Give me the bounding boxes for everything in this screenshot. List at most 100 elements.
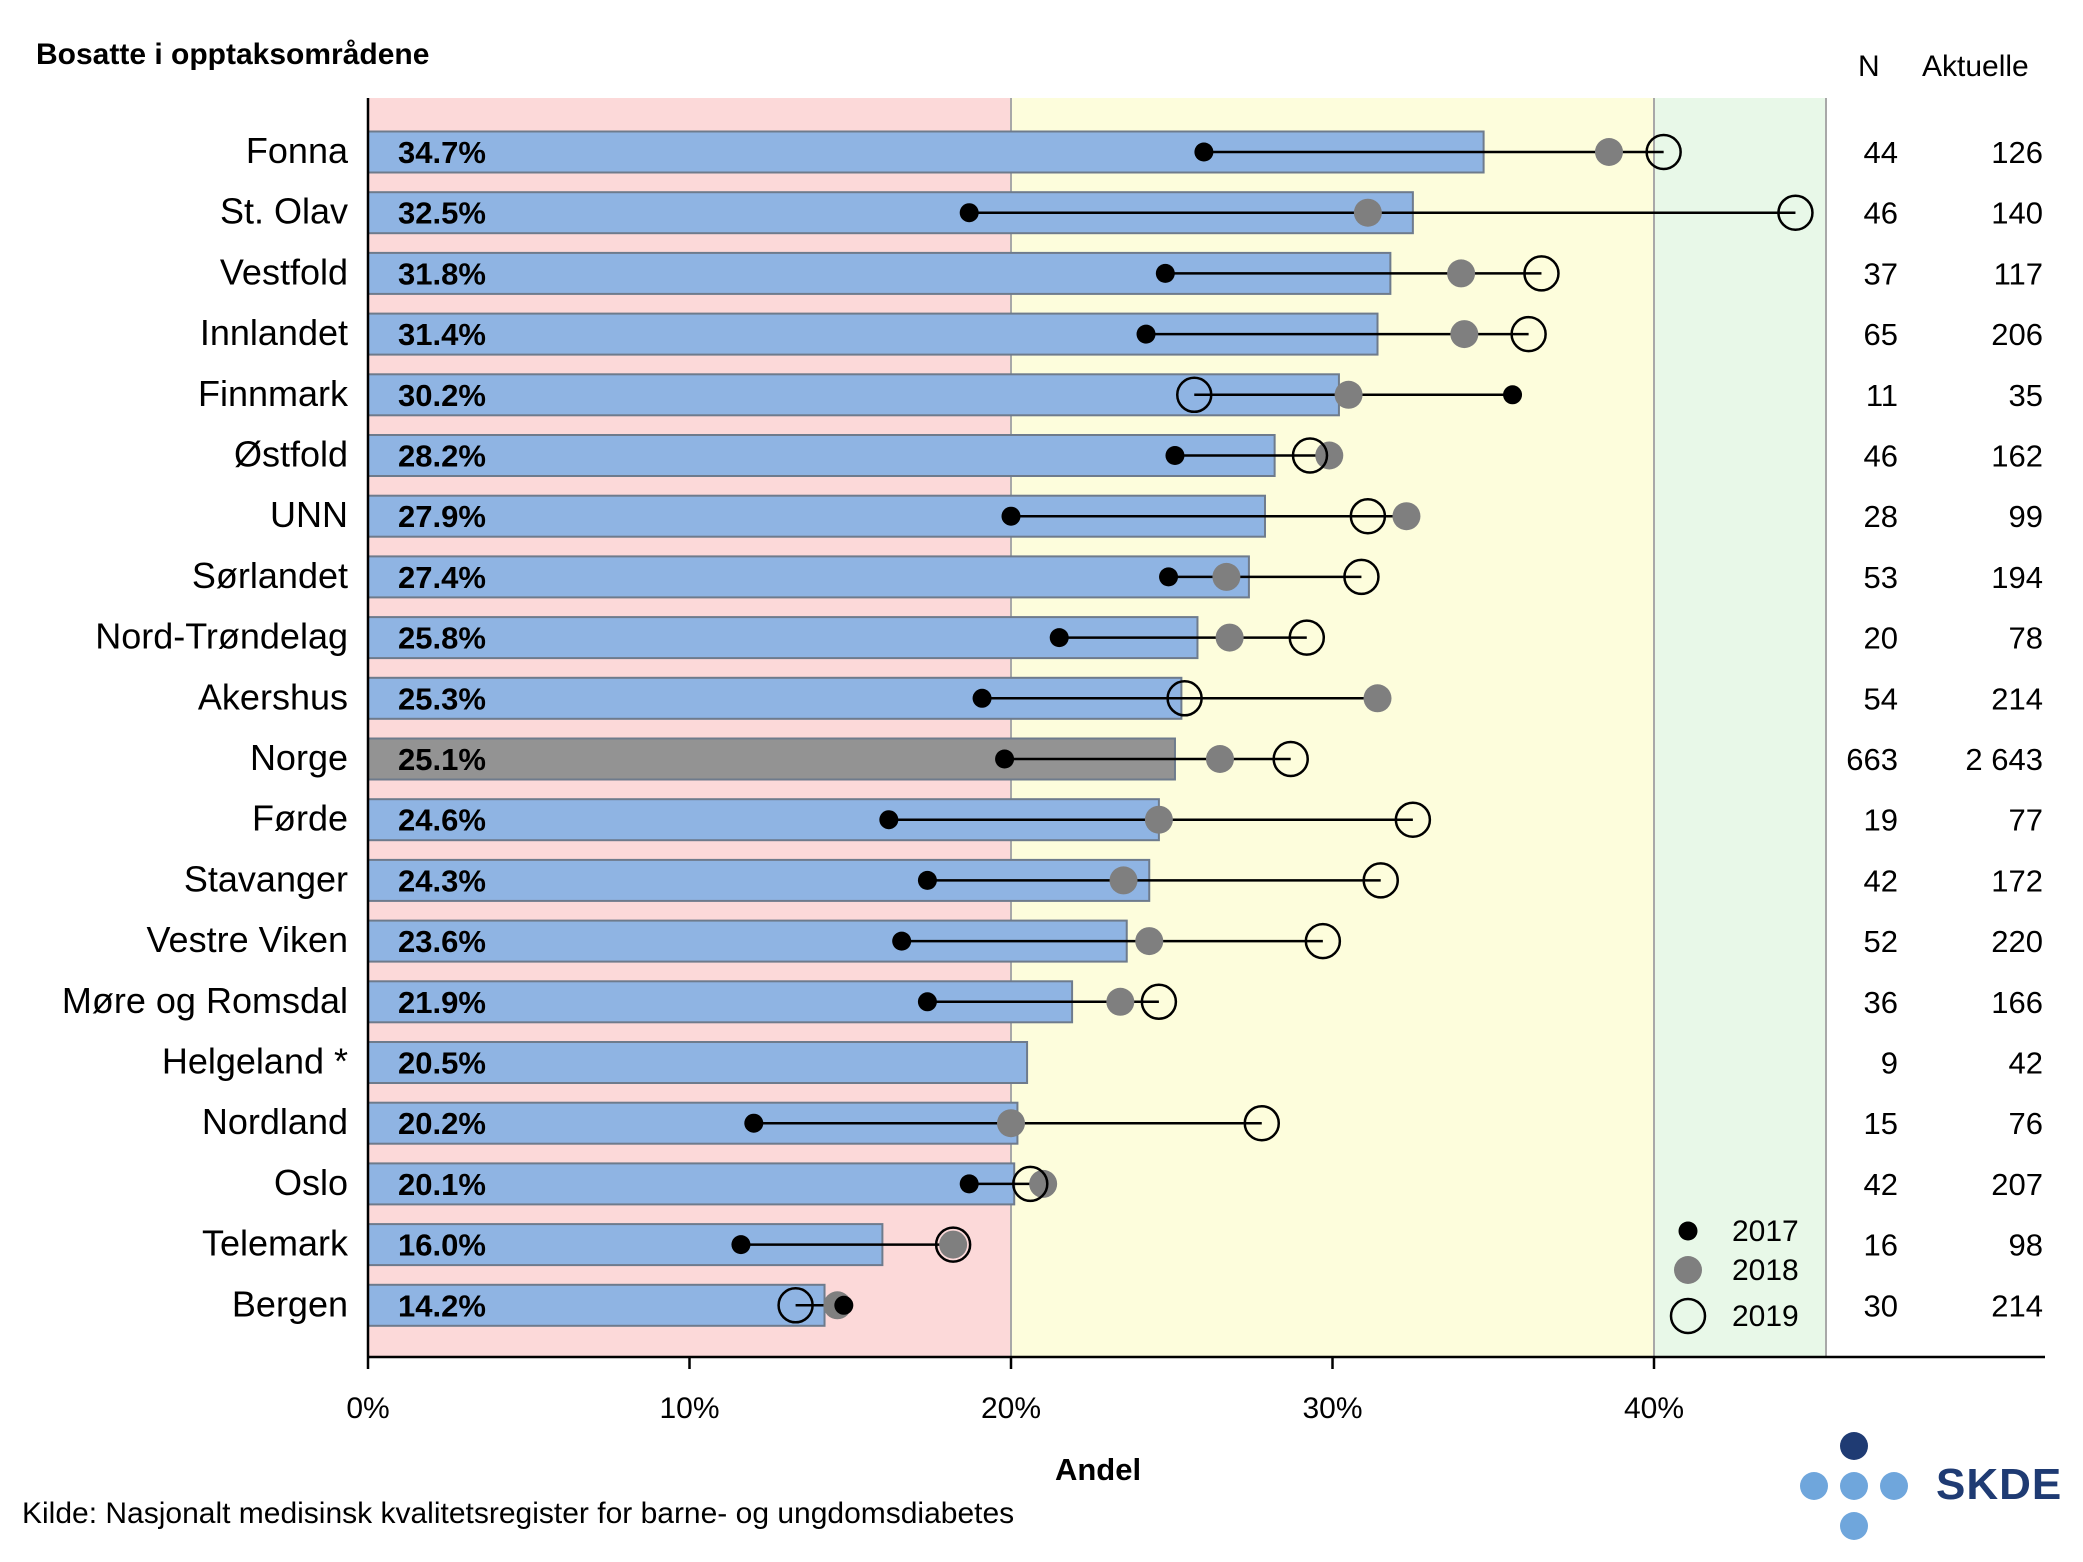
point-2017-nordland <box>744 1113 764 1133</box>
bar-label-nord-trøndelag: 25.8% <box>398 621 486 656</box>
point-2018-østfold <box>1315 441 1344 470</box>
point-2017-stavanger <box>917 870 937 890</box>
point-2018-oslo <box>1029 1169 1058 1198</box>
legend-label-2017: 2017 <box>1732 1215 1799 1248</box>
n-value-stavanger: 42 <box>1864 863 1898 898</box>
bar-label-førde: 24.6% <box>398 803 486 838</box>
category-label-fonna: Fonna <box>246 130 349 171</box>
column-header-n: N <box>1858 50 1880 83</box>
n-value-norge: 663 <box>1846 742 1898 777</box>
bar-label-norge: 25.1% <box>398 742 486 777</box>
point-2018-norge <box>1205 745 1234 773</box>
bar-label-telemark: 16.0% <box>398 1228 486 1263</box>
bar-label-innlandet: 31.4% <box>398 317 486 352</box>
aktuelle-value-førde: 77 <box>2009 803 2043 838</box>
point-2017-finnmark <box>1503 385 1523 405</box>
bar-label-møre-og-romsdal: 21.9% <box>398 985 486 1020</box>
n-value-fonna: 44 <box>1864 135 1898 170</box>
point-2017-telemark <box>731 1235 751 1255</box>
bar-label-nordland: 20.2% <box>398 1106 486 1141</box>
point-2017-bergen <box>834 1295 854 1315</box>
point-2018-møre-og-romsdal <box>1106 987 1135 1016</box>
x-tick-label-0: 0% <box>346 1392 389 1425</box>
point-2018-sørlandet <box>1212 562 1241 591</box>
point-2018-innlandet <box>1450 320 1479 349</box>
logo-dot-right <box>1880 1472 1908 1500</box>
category-label-stavanger: Stavanger <box>184 858 348 899</box>
bar-label-akershus: 25.3% <box>398 681 486 716</box>
aktuelle-value-vestfold: 117 <box>1994 256 2043 291</box>
x-axis-title: Andel <box>1055 1452 1141 1487</box>
bar-helgeland <box>367 1041 1029 1084</box>
point-2017-nord-trøndelag <box>1049 628 1069 648</box>
point-2019-norge <box>1272 740 1309 778</box>
category-label-sørlandet: Sørlandet <box>192 555 348 596</box>
legend-marker-2018 <box>1674 1256 1702 1284</box>
bar-label-østfold: 28.2% <box>398 439 486 474</box>
logo-dot-top <box>1840 1432 1868 1460</box>
x-tick-label-4: 40% <box>1624 1392 1684 1425</box>
aktuelle-value-finnmark: 35 <box>2009 378 2043 413</box>
logo-text: SKDE <box>1936 1460 2063 1509</box>
legend-label-2018: 2018 <box>1732 1254 1799 1287</box>
aktuelle-value-helgeland: 42 <box>2009 1046 2043 1081</box>
aktuelle-value-unn: 99 <box>2009 499 2043 534</box>
n-value-helgeland: 9 <box>1881 1046 1898 1081</box>
aktuelle-value-norge: 2 643 <box>1965 742 2043 777</box>
point-2019-st-olav <box>1777 194 1814 231</box>
n-value-østfold: 46 <box>1864 439 1898 474</box>
aktuelle-value-nordland: 76 <box>2009 1106 2043 1141</box>
aktuelle-value-vestre-viken: 220 <box>1991 924 2043 959</box>
n-value-st-olav: 46 <box>1864 196 1898 231</box>
point-2018-stavanger <box>1109 866 1138 895</box>
category-label-nord-trøndelag: Nord-Trøndelag <box>95 616 348 657</box>
background-band-2 <box>1011 98 1654 1357</box>
n-value-finnmark: 11 <box>1866 378 1898 413</box>
bar-label-unn: 27.9% <box>398 499 486 534</box>
n-value-sørlandet: 53 <box>1864 560 1898 595</box>
point-2019-førde <box>1394 801 1432 838</box>
point-2018-fonna <box>1594 138 1623 166</box>
point-2018-finnmark <box>1334 380 1363 409</box>
point-2017-innlandet <box>1136 324 1156 344</box>
aktuelle-value-fonna: 126 <box>1991 135 2043 170</box>
bar-label-stavanger: 24.3% <box>398 863 486 898</box>
aktuelle-value-telemark: 98 <box>2009 1228 2043 1263</box>
n-value-møre-og-romsdal: 36 <box>1864 985 1898 1020</box>
n-value-førde: 19 <box>1864 803 1898 838</box>
bar-oslo <box>367 1162 1016 1206</box>
n-value-oslo: 42 <box>1864 1167 1898 1202</box>
x-tick-label-1: 10% <box>659 1392 719 1425</box>
n-value-telemark: 16 <box>1864 1228 1898 1263</box>
point-2018-nord-trøndelag <box>1215 623 1244 652</box>
point-2018-st-olav <box>1353 198 1382 227</box>
bar-label-fonna: 34.7% <box>398 135 486 170</box>
point-2019-nord-trøndelag <box>1288 619 1326 656</box>
bar-label-vestfold: 31.8% <box>398 256 486 291</box>
point-2018-telemark <box>939 1230 968 1259</box>
bar-label-helgeland: 20.5% <box>398 1046 486 1081</box>
aktuelle-value-sørlandet: 194 <box>1991 560 2043 595</box>
point-2017-vestfold <box>1155 263 1175 283</box>
point-2017-st-olav <box>959 203 979 223</box>
aktuelle-value-bergen: 214 <box>1991 1288 2043 1323</box>
category-label-bergen: Bergen <box>232 1283 348 1324</box>
point-2019-østfold <box>1291 437 1329 474</box>
point-2018-vestre-viken <box>1135 927 1164 956</box>
category-label-nordland: Nordland <box>202 1101 348 1142</box>
point-2019-bergen <box>777 1287 814 1324</box>
skde-logo: SKDE <box>1790 1432 2070 1542</box>
point-2017-møre-og-romsdal <box>917 992 937 1012</box>
category-label-telemark: Telemark <box>202 1223 349 1264</box>
logo-dot-center <box>1840 1472 1868 1500</box>
bar-label-sørlandet: 27.4% <box>398 560 486 595</box>
category-label-vestfold: Vestfold <box>220 251 348 292</box>
background-band-1 <box>368 98 1011 1357</box>
n-value-vestfold: 37 <box>1864 256 1898 291</box>
category-label-finnmark: Finnmark <box>198 373 349 414</box>
aktuelle-value-akershus: 214 <box>1991 681 2043 716</box>
point-2019-akershus <box>1166 680 1203 717</box>
point-2017-oslo <box>959 1174 979 1194</box>
point-2017-fonna <box>1194 142 1214 162</box>
